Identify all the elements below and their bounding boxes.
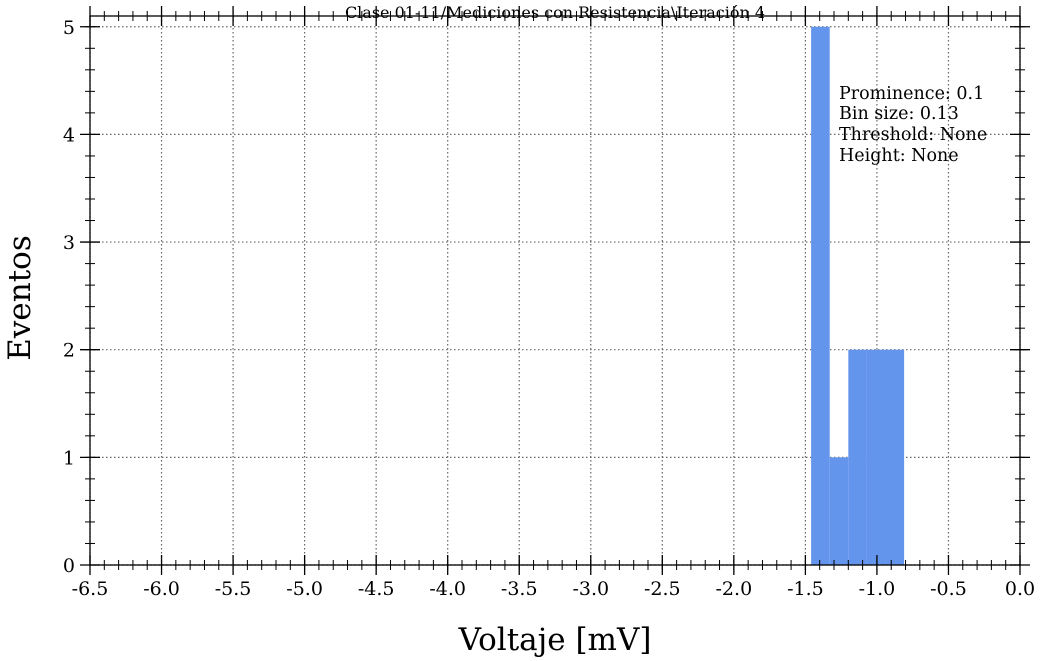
annotation-height: Height: None [839, 146, 959, 166]
x-tick-label: -0.5 [930, 578, 967, 600]
annotation-bin-size: Bin size: 0.13 [839, 104, 959, 124]
x-axis-title: Voltaje [mV] [458, 622, 652, 658]
x-tick-label: -1.0 [859, 578, 896, 600]
x-tick-label: -4.5 [358, 578, 395, 600]
y-tick-label: 5 [63, 17, 75, 39]
x-tick-label: 0.0 [1005, 578, 1035, 600]
axis-ticks [80, 6, 1030, 575]
x-tick-label: -3.5 [501, 578, 538, 600]
y-tick-labels: 0 1 2 3 4 5 [63, 17, 75, 577]
y-tick-label: 0 [63, 555, 75, 577]
histogram-bar [811, 26, 830, 565]
histogram-bars [811, 26, 905, 565]
x-tick-label: -2.5 [644, 578, 681, 600]
x-tick-label: -6.5 [72, 578, 109, 600]
y-axis-title: Eventos [2, 235, 38, 360]
x-tick-label: -5.5 [215, 578, 252, 600]
plot-frame [89, 15, 1021, 566]
y-tick-label: 1 [63, 447, 75, 469]
x-tick-label: -1.5 [787, 578, 824, 600]
x-tick-label: -4.0 [429, 578, 466, 600]
x-tick-label: -3.0 [572, 578, 609, 600]
x-tick-label: -2.0 [716, 578, 753, 600]
histogram-bar [866, 349, 886, 565]
y-tick-label: 4 [63, 124, 75, 146]
histogram-bar [848, 349, 867, 565]
y-tick-label: 2 [63, 340, 75, 362]
x-tick-label: -6.0 [143, 578, 180, 600]
y-tick-label: 3 [63, 232, 75, 254]
annotation-prominence: Prominence: 0.1 [839, 84, 984, 104]
x-tick-labels: -6.5 -6.0 -5.5 -5.0 -4.5 -4.0 -3.5 -3.0 -2.5 -2.0… [72, 578, 1035, 600]
annotation-box: Prominence: 0.1 Bin size: 0.13 Threshold… [839, 84, 987, 166]
x-tick-label: -5.0 [286, 578, 323, 600]
annotation-threshold: Threshold: None [839, 125, 987, 145]
histogram-bar [829, 457, 849, 565]
histogram-bar [885, 349, 905, 565]
chart-title: Clase 01-11/Mediciones con Resistencia\I… [345, 3, 765, 22]
